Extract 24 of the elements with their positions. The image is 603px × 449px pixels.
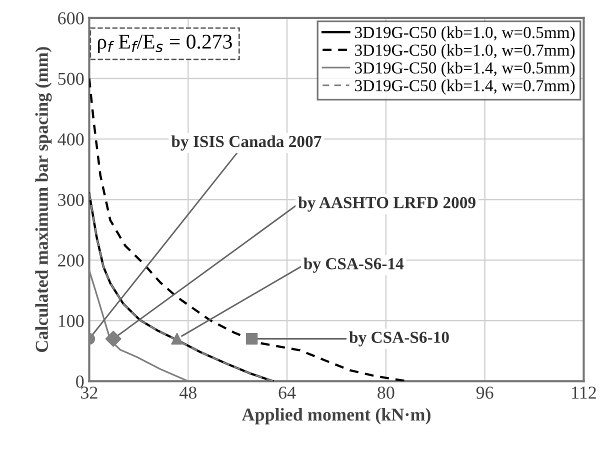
x-tick-label: 32 [81, 386, 98, 399]
y-tick-label: 600 [58, 12, 84, 24]
annotation: ρ$_{f}$ E$_{f}$/E$_{s}$ = 0.273 [98, 34, 232, 53]
x-tick-label: 96 [476, 386, 494, 399]
legend-label: 3D19G-C50 (kb=1.0, w=0.7mm) [355, 44, 575, 60]
y-tick-label: 500 [58, 72, 84, 85]
y-tick-label: 400 [58, 133, 84, 146]
annotation: by CSA-S6-14 [304, 258, 404, 273]
y-tick-label: 200 [58, 254, 84, 267]
x-tick-label: 112 [572, 386, 596, 399]
x-tick-label: 64 [278, 386, 296, 399]
y-axis-title: Calculated maximum bar spacing (mm) [35, 47, 52, 352]
legend-label: 3D19G-C50 (kb=1.4, w=0.7mm) [355, 80, 575, 95]
y-tick-label: 100 [58, 314, 84, 328]
x-axis-title: Applied moment (kN·m) [242, 408, 430, 424]
y-tick-label: 0 [76, 375, 84, 388]
legend-label: 3D19G-C50 (kb=1.0, w=0.5mm) [355, 26, 575, 42]
annotation: by CSA-S6-10 [349, 331, 449, 346]
x-tick-label: 80 [378, 386, 394, 399]
legend-label: 3D19G-C50 (kb=1.4, w=0.5mm) [355, 62, 575, 77]
x-tick-label: 48 [179, 386, 196, 399]
annotation: by AASHTO LRFD 2009 [298, 196, 476, 212]
y-tick-label: 300 [58, 194, 84, 206]
annotation: by ISIS Canada 2007 [171, 135, 322, 151]
